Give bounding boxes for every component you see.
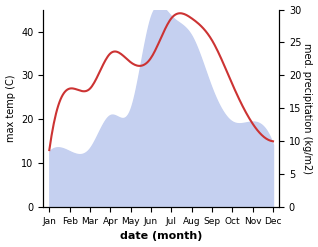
Y-axis label: med. precipitation (kg/m2): med. precipitation (kg/m2) <box>302 43 313 174</box>
X-axis label: date (month): date (month) <box>120 231 202 242</box>
Y-axis label: max temp (C): max temp (C) <box>5 75 16 142</box>
